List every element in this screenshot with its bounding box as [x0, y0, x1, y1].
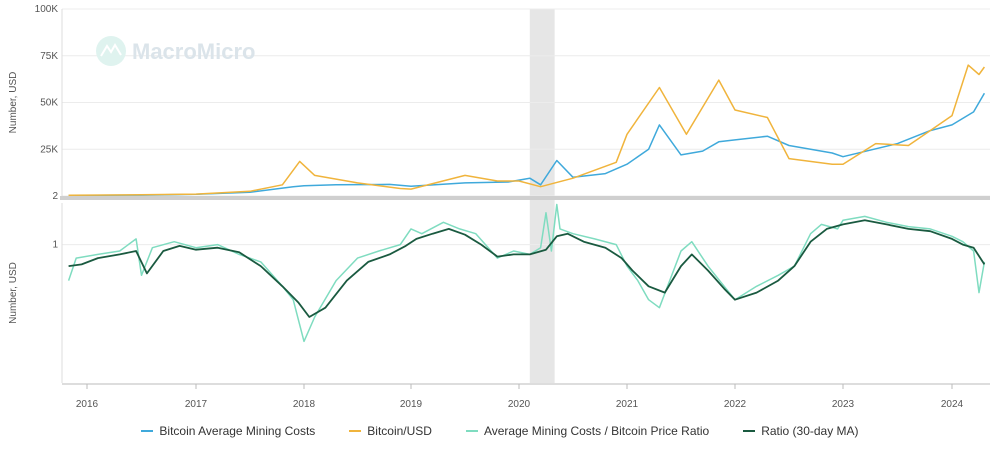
axis-layer: 2 25K 50K 75K 100K Number, USD 1 Number, USD 201… [8, 4, 990, 410]
y-tick-label-bottom-0: 1 [52, 240, 58, 251]
panel-separator [60, 196, 990, 200]
legend-swatch-btc-usd [349, 430, 362, 432]
y-tick-label-top-4: 100K [35, 4, 59, 15]
watermark-text: MacroMicro [132, 39, 255, 64]
x-tick-label-2021: 2021 [616, 399, 639, 410]
series-line-mining-costs [68, 92, 986, 197]
legend-label-ratio-ma: Ratio (30-day MA) [761, 424, 859, 438]
y-tick-label-top-3: 75K [40, 51, 58, 62]
watermark-logo-mark [100, 43, 122, 57]
legend-label-ratio: Average Mining Costs / Bitcoin Price Rat… [483, 424, 710, 438]
series-line-ratio [67, 203, 986, 343]
legend-item-mining-costs[interactable]: Bitcoin Average Mining Costs [141, 424, 315, 438]
x-tick-label-2023: 2023 [832, 399, 855, 410]
y-axis-title-bottom: Number, USD [8, 262, 19, 324]
y-tick-label-top-2: 50K [40, 98, 58, 109]
legend-swatch-mining-costs [141, 430, 154, 432]
watermark: MacroMicro [96, 36, 255, 66]
chart: MacroMicro 2 25K 50K 75K 100K Number, USD 1 Num… [8, 4, 990, 410]
legend-swatch-ratio-ma [743, 430, 756, 432]
legend-item-ratio[interactable]: Average Mining Costs / Bitcoin Price Rat… [465, 424, 710, 438]
y-axis-title-top: Number, USD [8, 72, 19, 134]
legend: Bitcoin Average Mining Costs Bitcoin/USD… [0, 424, 1000, 438]
legend-label-mining-costs: Bitcoin Average Mining Costs [159, 424, 316, 438]
x-tick-label-2018: 2018 [293, 399, 316, 410]
x-tick-label-2022: 2022 [724, 399, 747, 410]
legend-item-btc-usd[interactable]: Bitcoin/USD [349, 424, 432, 438]
x-tick-label-2016: 2016 [76, 399, 99, 410]
x-tick-label-2019: 2019 [400, 399, 423, 410]
legend-label-btc-usd: Bitcoin/USD [367, 424, 432, 438]
x-tick-label-2024: 2024 [941, 399, 964, 410]
x-tick-label-2017: 2017 [185, 399, 208, 410]
series-line-btc-usd [68, 64, 986, 197]
series-layer [67, 64, 986, 343]
y-tick-label-top-0: 2 [52, 191, 58, 202]
x-tick-label-2020: 2020 [508, 399, 531, 410]
legend-swatch-ratio [465, 430, 478, 432]
series-line-ratio-ma [68, 219, 986, 318]
legend-item-ratio-ma[interactable]: Ratio (30-day MA) [743, 424, 859, 438]
y-tick-label-top-1: 25K [40, 144, 58, 155]
